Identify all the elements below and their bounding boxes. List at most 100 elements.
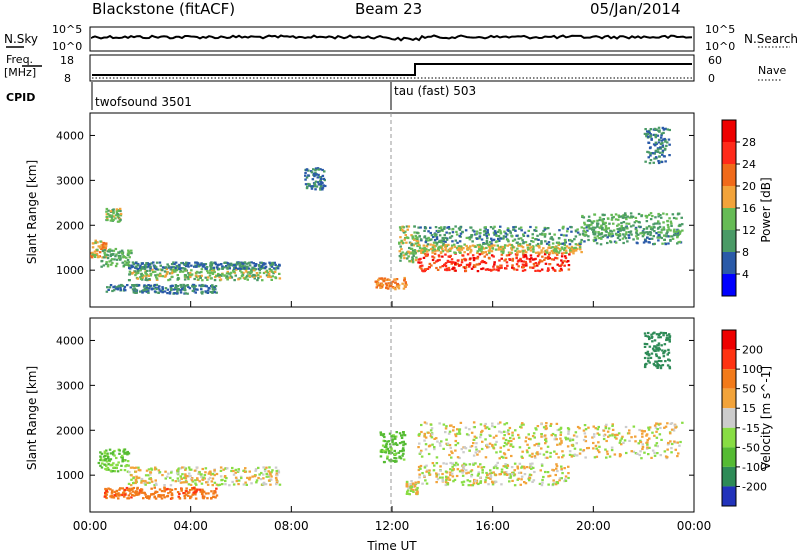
power-cell-3	[254, 268, 258, 271]
power-cell-13	[656, 150, 660, 153]
power-colorbar-label-1: 8	[742, 246, 749, 259]
velocity-cell-6	[570, 444, 574, 447]
velocity-cell-5	[523, 481, 526, 484]
velocity-cell-6	[510, 439, 513, 443]
power-cell-6	[312, 172, 316, 175]
power-cell-4	[221, 265, 224, 268]
velocity-cell-7	[664, 360, 667, 363]
power-cell-10	[574, 246, 577, 249]
power-cell-7	[383, 277, 387, 280]
power-cell-13	[657, 161, 661, 165]
power-cell-9	[528, 258, 532, 261]
power-cell-11	[598, 237, 601, 240]
velocity-cell-1	[207, 478, 211, 481]
velocity-cell-6	[468, 428, 471, 431]
power-cell-9	[522, 253, 525, 256]
power-cell-4	[204, 267, 208, 270]
velocity-cell-3	[398, 455, 401, 458]
velocity-cell-6	[472, 438, 476, 441]
power-cell-6	[313, 182, 316, 185]
power-cell-11	[681, 229, 684, 232]
velocity-cell-1	[148, 481, 151, 484]
power-cell-12	[649, 230, 652, 234]
power-cell-11	[464, 229, 468, 232]
velocity-cell-1	[259, 478, 263, 481]
velocity-cell-0	[106, 454, 109, 457]
velocity-cell-5	[445, 475, 448, 478]
power-cell-12	[624, 212, 627, 215]
velocity-cell-1	[189, 474, 192, 478]
velocity-cell-1	[242, 483, 246, 486]
power-cell-9	[547, 268, 550, 272]
power-cell-4	[129, 267, 132, 270]
power-cell-2	[117, 251, 121, 254]
velocity-cell-6	[431, 443, 434, 446]
velocity-cell-6	[639, 450, 642, 453]
velocity-cell-1	[209, 470, 212, 473]
power-cell-10	[424, 249, 427, 252]
velocity-cell-5	[435, 475, 438, 478]
power-cell-3	[257, 276, 260, 280]
power-cell-6	[310, 171, 314, 174]
power-cell-3	[136, 269, 140, 273]
power-cell-13	[649, 146, 652, 149]
velocity-cell-2	[167, 492, 170, 495]
power-cell-5	[143, 287, 147, 290]
velocity-cell-6	[436, 440, 439, 443]
velocity-cell-2	[117, 492, 120, 495]
power-cell-11	[540, 240, 543, 243]
velocity-cell-1	[161, 474, 164, 477]
power-cell-4	[241, 264, 245, 267]
velocity-cell-6	[636, 452, 639, 455]
velocity-cell-7	[643, 356, 647, 360]
power-cell-5	[153, 283, 156, 287]
velocity-cell-2	[180, 489, 183, 492]
power-cell-11	[424, 227, 428, 230]
power-cell-11	[547, 227, 550, 230]
velocity-cell-6	[517, 436, 521, 439]
power-cell-9	[464, 269, 468, 272]
power-cell-0	[94, 254, 97, 257]
power-cell-11	[490, 242, 493, 245]
power-cell-4	[174, 261, 178, 264]
power-cell-7	[397, 285, 400, 289]
power-cell-12	[645, 215, 649, 218]
power-cell-11	[557, 241, 560, 244]
power-colorbar-label-4: 20	[742, 180, 756, 193]
power-cell-10	[478, 243, 482, 246]
velocity-cell-2	[204, 492, 208, 495]
velocity-cell-6	[470, 431, 474, 434]
power-cell-13	[668, 154, 671, 157]
velocity-cell-5	[468, 463, 472, 466]
power-cell-4	[178, 267, 181, 270]
velocity-cell-3	[387, 440, 391, 443]
power-cell-4	[194, 261, 197, 264]
power-cell-9	[552, 268, 555, 271]
velocity-cell-2	[146, 495, 150, 498]
power-cell-4	[217, 267, 221, 270]
power-cell-8	[399, 256, 403, 259]
freq-tick-top: 18	[60, 54, 74, 67]
velocity-cell-5	[449, 471, 452, 474]
velocity-cell-6	[469, 445, 472, 448]
power-cell-11	[587, 226, 591, 229]
velocity-cell-1	[145, 469, 149, 472]
power-cell-10	[440, 246, 444, 249]
power-cell-9	[552, 258, 556, 261]
velocity-cell-5	[441, 472, 444, 476]
velocity-colorbar-label-7: -200	[742, 480, 767, 493]
power-cell-3	[237, 278, 240, 281]
power-cell-6	[317, 168, 321, 171]
power-cell-9	[463, 257, 466, 260]
power-cell-11	[485, 235, 489, 238]
power-cell-3	[235, 268, 238, 271]
power-cell-4	[252, 262, 255, 265]
velocity-cell-1	[179, 475, 182, 478]
velocity-cell-2	[159, 494, 162, 497]
power-cell-3	[247, 271, 251, 274]
power-cell-11	[479, 228, 482, 231]
power-cell-2	[128, 256, 131, 259]
power-cell-5	[137, 284, 141, 287]
power-colorbar-swatch-6	[722, 252, 736, 274]
power-cell-11	[586, 229, 589, 232]
